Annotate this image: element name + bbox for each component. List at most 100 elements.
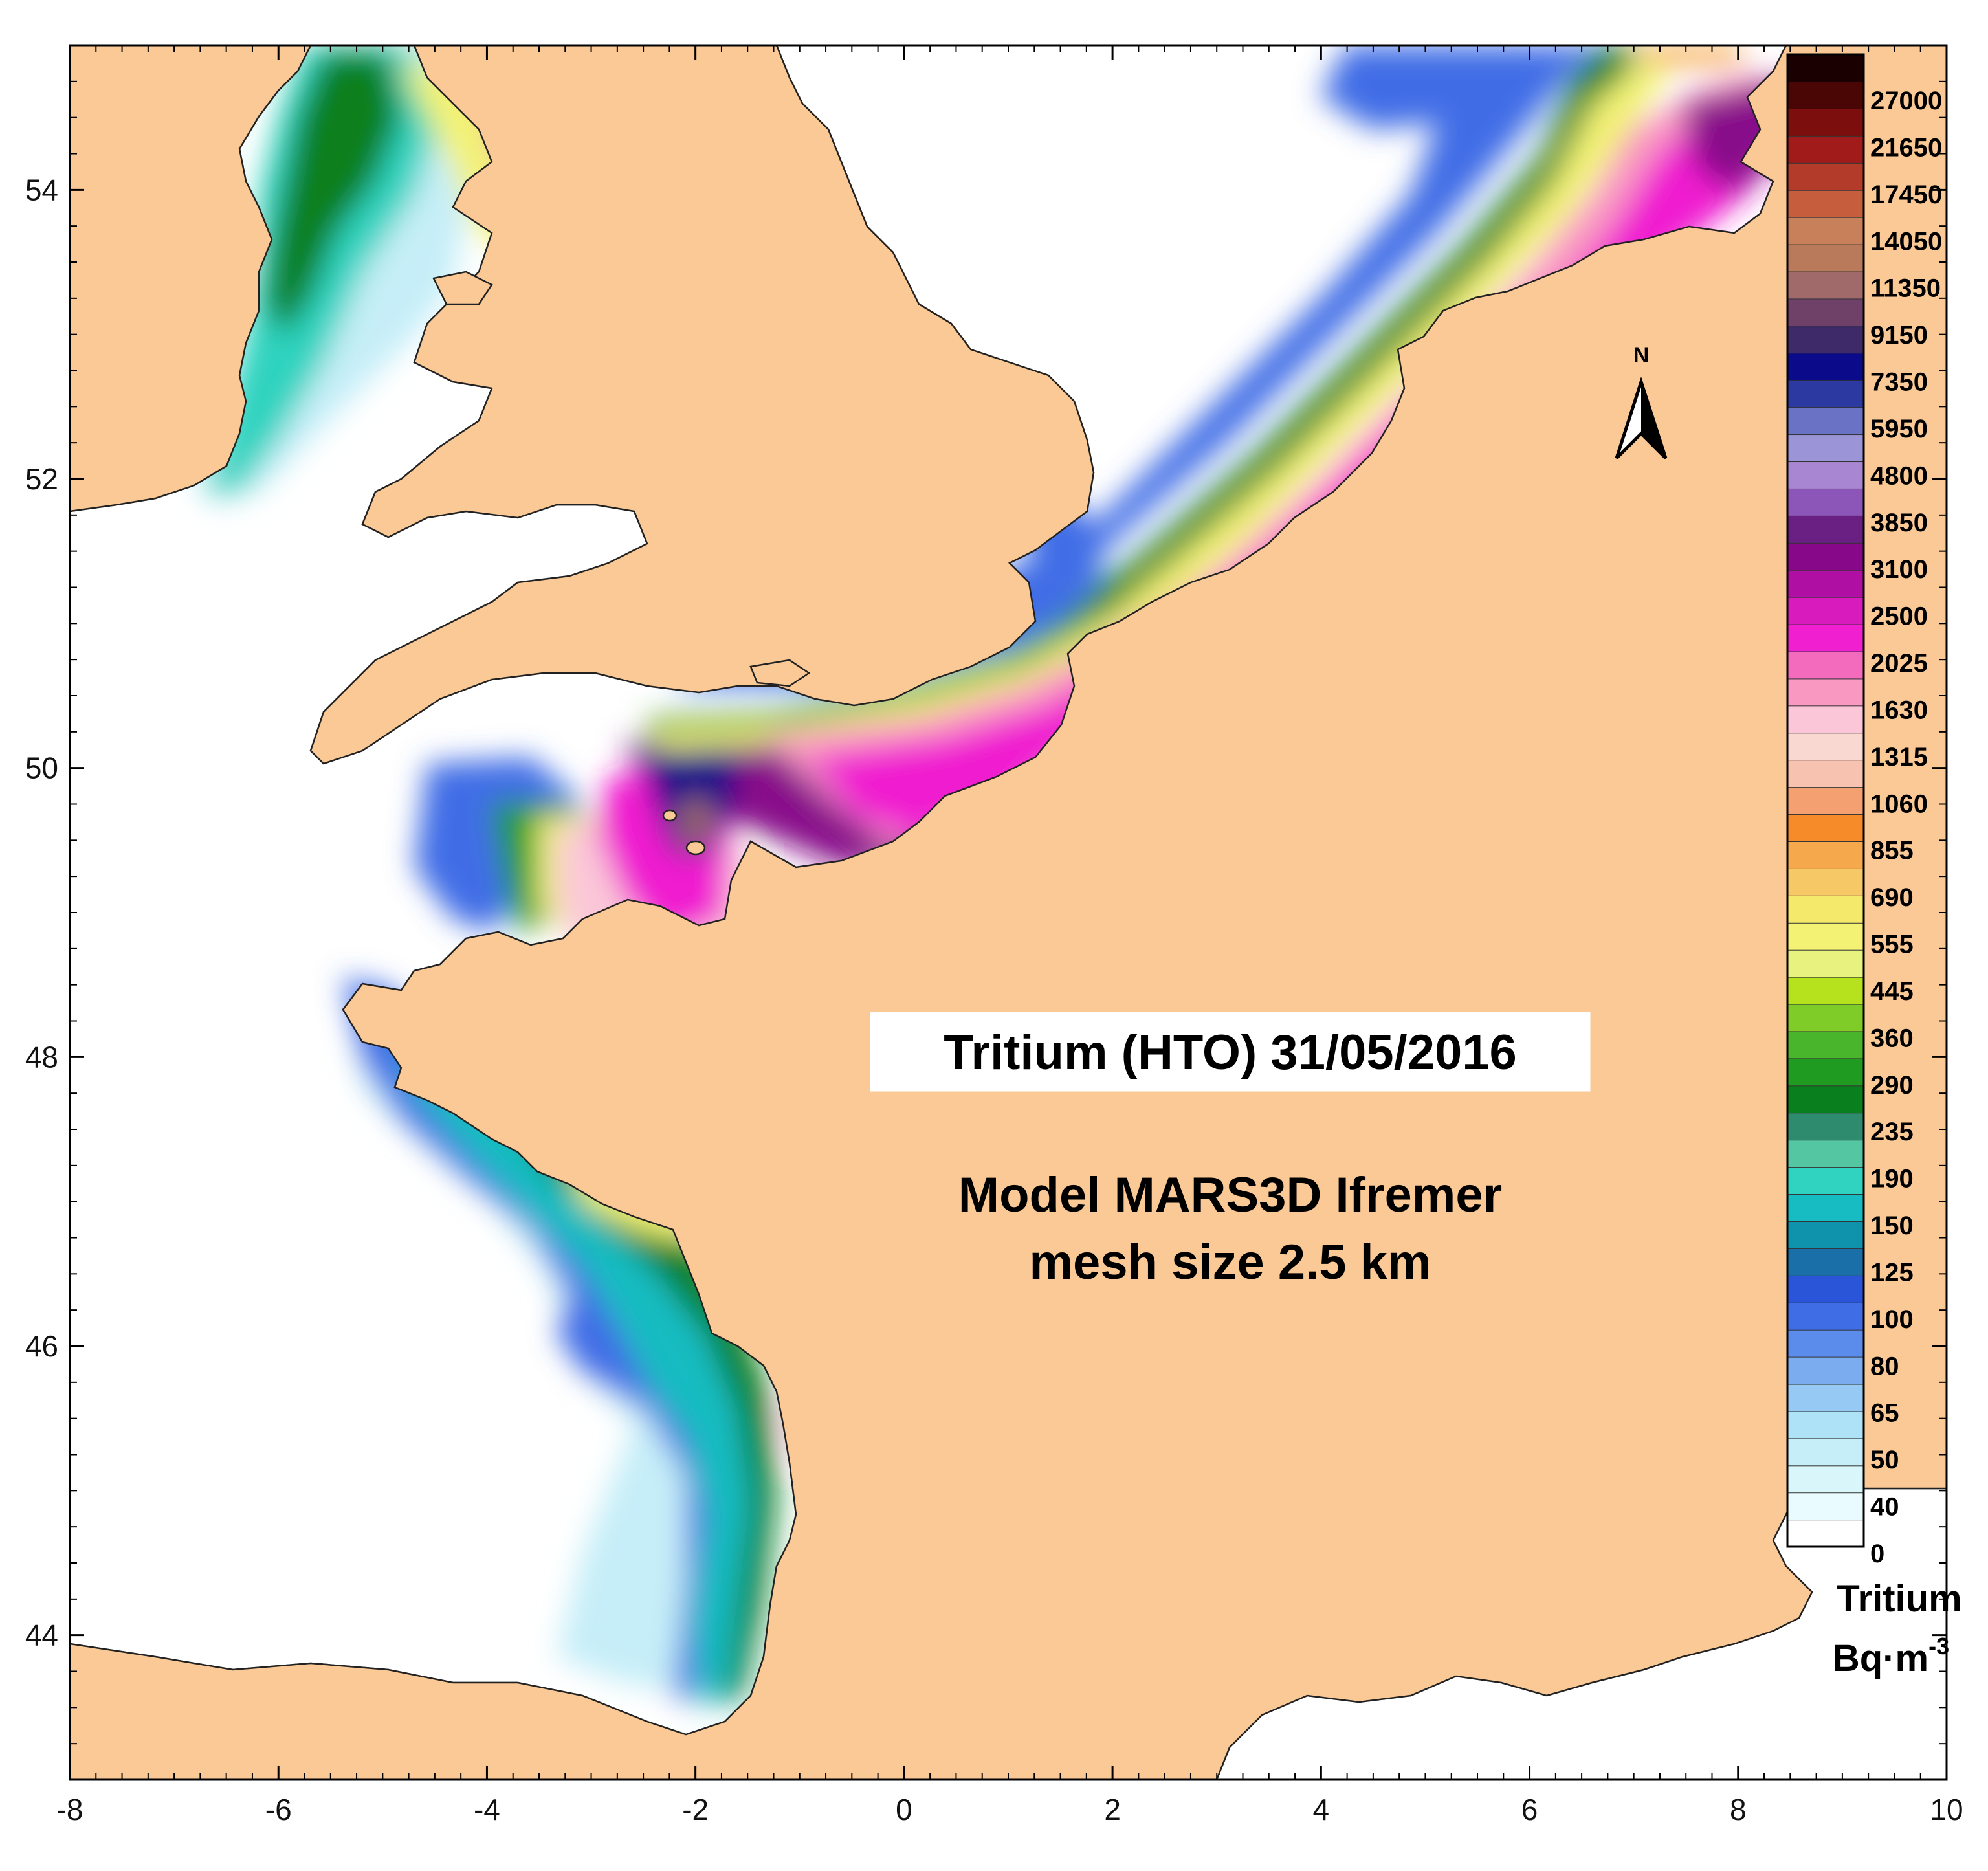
colorbar-swatch [1787, 352, 1864, 381]
y-tick-label: 48 [25, 1040, 58, 1074]
colorbar-swatch [1787, 488, 1864, 516]
colorbar-swatch [1787, 1166, 1864, 1195]
colorbar-swatch [1787, 298, 1864, 327]
colorbar-swatch [1787, 461, 1864, 489]
colorbar-swatch [1787, 162, 1864, 191]
colorbar-swatch [1787, 650, 1864, 680]
colorbar-label: 125 [1870, 1258, 1914, 1287]
colorbar-swatch [1787, 922, 1864, 951]
colorbar-label: 690 [1870, 883, 1914, 912]
y-tick-label: 50 [25, 751, 58, 785]
x-tick-label: 4 [1313, 1793, 1330, 1826]
colorbar-label: 7350 [1870, 368, 1928, 397]
colorbar-label: 190 [1870, 1165, 1914, 1193]
y-tick-label: 46 [25, 1329, 58, 1363]
land-jersey-overlay [685, 840, 706, 856]
x-tick-label: -6 [265, 1793, 292, 1826]
colorbar-swatch [1787, 705, 1864, 734]
colorbar-swatch [1787, 868, 1864, 896]
colorbar-swatch [1787, 271, 1864, 300]
colorbar-swatch [1787, 542, 1864, 571]
colorbar-swatch [1787, 1437, 1864, 1467]
colorbar-swatch [1787, 1383, 1864, 1412]
colorbar-swatch [1787, 949, 1864, 978]
colorbar-label: 290 [1870, 1071, 1914, 1100]
colorbar-unit: Tritium Bq·m-3 [1833, 1578, 1962, 1679]
colorbar-label: 445 [1870, 977, 1914, 1006]
colorbar-swatch [1787, 1193, 1864, 1222]
colorbar-swatch [1787, 623, 1864, 652]
colorbar-swatch [1787, 190, 1864, 218]
colorbar-swatch [1787, 786, 1864, 815]
colorbar-swatch [1787, 135, 1864, 164]
colorbar-swatch [1787, 1356, 1864, 1385]
colorbar-label: 150 [1870, 1212, 1914, 1240]
colorbar-label: 360 [1870, 1024, 1914, 1052]
colorbar-swatch [1787, 1465, 1864, 1494]
land-isle-of-wight-overlay [749, 659, 811, 687]
north-arrow-label: N [1633, 343, 1650, 368]
colorbar-frame [1786, 53, 1865, 1548]
colorbar-swatch [1787, 814, 1864, 842]
colorbar-label: 21650 [1870, 133, 1942, 162]
colorbar-swatch [1787, 1112, 1864, 1141]
title-box: Tritium (HTO) 31/05/2016 [870, 1012, 1591, 1092]
colorbar-swatch [1787, 1030, 1864, 1059]
colorbar-label: 4800 [1870, 461, 1928, 490]
x-tick-label: 10 [1930, 1793, 1963, 1826]
colorbar-label: 9150 [1870, 321, 1928, 349]
colorbar-swatch [1787, 1221, 1864, 1249]
x-tick-label: 6 [1521, 1793, 1538, 1826]
colorbar-unit-label: Bq·m-3 [1833, 1633, 1949, 1679]
colorbar-label: 235 [1870, 1118, 1914, 1146]
land-continent-overlay [70, 45, 1947, 1780]
colorbar-label: 80 [1870, 1352, 1899, 1380]
colorbar-swatch [1787, 759, 1864, 788]
colorbar-label: 1315 [1870, 743, 1928, 771]
colorbar-swatch [1787, 1275, 1864, 1303]
map-area [70, 45, 1947, 1780]
colorbar-label: 1060 [1870, 790, 1928, 818]
y-tick-label: 54 [25, 173, 58, 206]
colorbar-swatch [1787, 1519, 1864, 1548]
colorbar-swatch [1787, 243, 1864, 272]
land-ireland-overlay [70, 45, 312, 513]
model-line-1: Model MARS3D Ifremer [958, 1168, 1502, 1223]
colorbar-swatch [1787, 81, 1864, 109]
colorbar-swatch [1787, 732, 1864, 761]
colorbar-swatch [1787, 325, 1864, 354]
colorbar-label: 50 [1870, 1446, 1899, 1474]
colorbar-label: 1630 [1870, 696, 1928, 724]
colorbar-label: 3850 [1870, 509, 1928, 537]
colorbar-swatch [1787, 895, 1864, 924]
colorbar-swatch [1787, 54, 1864, 83]
colorbar-label: 555 [1870, 931, 1914, 959]
colorbar-swatch [1787, 1085, 1864, 1114]
y-axis: 44 46 48 50 52 54 [25, 45, 1947, 1780]
x-tick-label: 8 [1730, 1793, 1747, 1826]
north-arrow: N [1615, 343, 1668, 459]
colorbar-label: 5950 [1870, 415, 1928, 443]
colorbar-swatch [1787, 434, 1864, 463]
x-tick-label: 2 [1104, 1793, 1121, 1826]
colorbar-swatch [1787, 678, 1864, 707]
land-anglesey-overlay [432, 271, 493, 305]
colorbar-swatch [1787, 597, 1864, 625]
model-line-2: mesh size 2.5 km [1029, 1235, 1431, 1290]
colorbar-swatch [1787, 841, 1864, 869]
map-title: Tritium (HTO) 31/05/2016 [944, 1025, 1517, 1080]
x-tick-label: 0 [896, 1793, 912, 1826]
land-overlay [70, 45, 1947, 1780]
plume-la-hague-navy [641, 738, 738, 854]
colorbar-swatch [1787, 570, 1864, 598]
x-tick-label: -4 [474, 1793, 500, 1826]
colorbar-label: 65 [1870, 1399, 1899, 1428]
colorbar: 27000 21650 17450 14050 11350 9150 7350 5950 480… [1786, 53, 1942, 1568]
colorbar-swatch [1787, 1139, 1864, 1168]
colorbar-label: 17450 [1870, 181, 1942, 209]
colorbar-swatch [1787, 108, 1864, 137]
colorbar-swatch [1787, 515, 1864, 544]
colorbar-swatch [1787, 379, 1864, 408]
plume-brittany-blue [414, 757, 582, 932]
